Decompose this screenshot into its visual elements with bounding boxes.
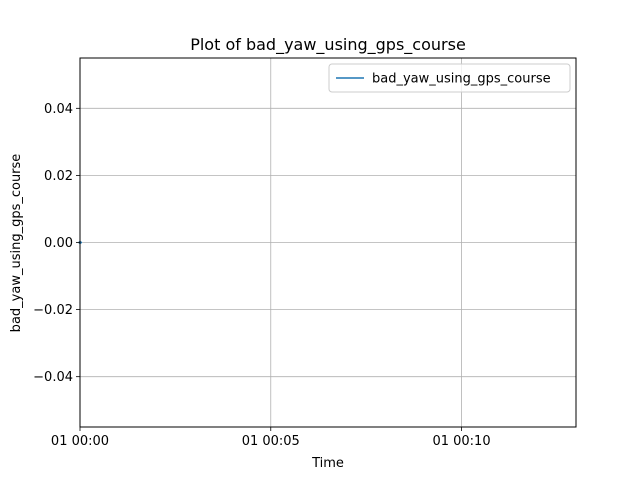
y-tick-label: −0.02 [33, 303, 73, 318]
y-axis: 0.04 0.02 0.00 −0.02 −0.04 [33, 102, 80, 385]
x-tick-label: 01 00:10 [432, 434, 490, 449]
legend-label: bad_yaw_using_gps_course [372, 72, 551, 87]
legend: bad_yaw_using_gps_course [328, 63, 571, 93]
x-tick-label: 01 00:00 [51, 434, 109, 449]
x-axis: 01 00:00 01 00:05 01 00:10 [51, 427, 491, 449]
legend-box [328, 63, 571, 93]
y-tick-label: −0.04 [33, 370, 73, 385]
y-tick-label: 0.00 [44, 236, 73, 251]
y-tick-label: 0.04 [44, 102, 73, 117]
chart-title: Plot of bad_yaw_using_gps_course [190, 35, 466, 55]
y-axis-label: bad_yaw_using_gps_course [9, 154, 24, 333]
x-axis-label: Time [311, 456, 344, 471]
x-tick-label: 01 00:05 [242, 434, 300, 449]
y-tick-label: 0.02 [44, 169, 73, 184]
